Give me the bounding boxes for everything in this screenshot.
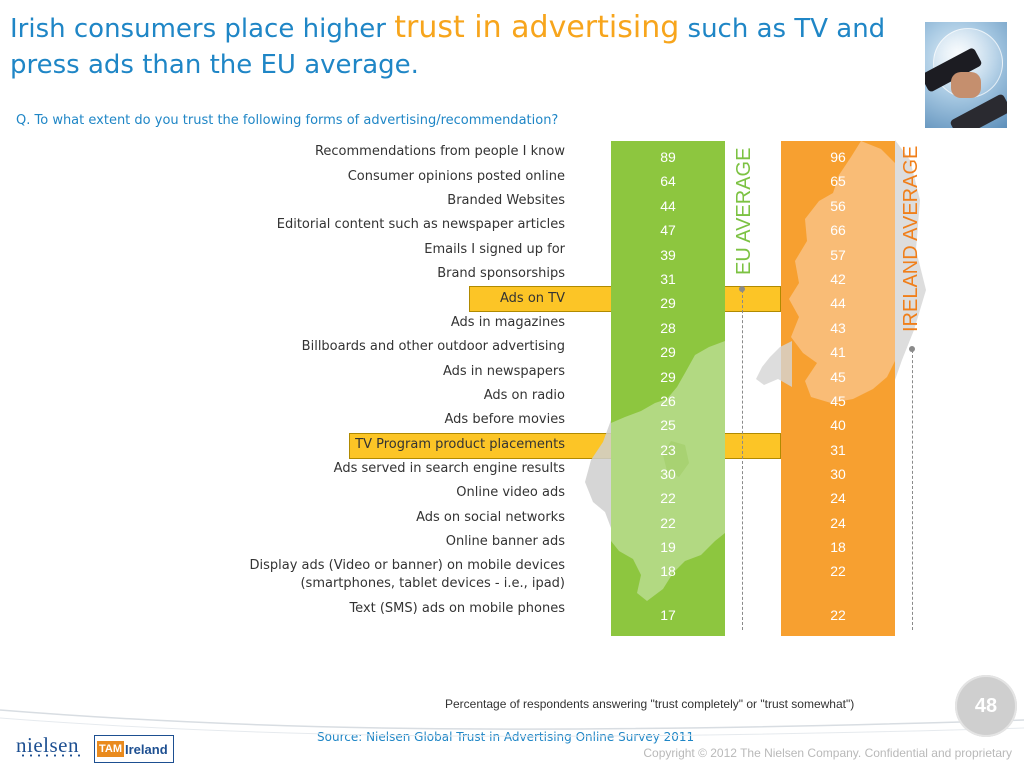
eu-value-17: 18 xyxy=(660,563,676,579)
ireland-value-10: 45 xyxy=(830,393,846,409)
eu-average-label: EU AVERAGE xyxy=(733,147,755,275)
ireland-value-9: 45 xyxy=(830,369,846,385)
eu-value-7: 28 xyxy=(660,320,676,336)
ireland-value-13: 30 xyxy=(830,466,846,482)
eu-value-8: 29 xyxy=(660,344,676,360)
eu-average-dashed-line xyxy=(742,290,743,630)
ireland-value-15: 24 xyxy=(830,515,846,531)
hands-shape xyxy=(951,72,981,98)
category-label-ads-before-movies: Ads before movies xyxy=(444,412,566,427)
eu-value-18: 17 xyxy=(660,607,676,623)
category-label-tv-program-product-placements: TV Program product placements xyxy=(355,437,565,452)
ireland-value-3: 66 xyxy=(830,222,846,238)
ireland-value-14: 24 xyxy=(830,490,846,506)
ireland-value-16: 18 xyxy=(830,539,846,555)
category-label-ads-on-radio: Ads on radio xyxy=(483,388,565,403)
category-label-ads-served-in-search-engine-results: Ads served in search engine results xyxy=(333,461,565,476)
eu-value-14: 22 xyxy=(660,490,676,506)
right-arm-shape xyxy=(949,93,1007,128)
eu-value-11: 25 xyxy=(660,417,676,433)
category-label-billboards-and-other-outdoor-advertising: Billboards and other outdoor advertising xyxy=(301,339,565,354)
eu-value-2: 44 xyxy=(660,198,676,214)
eu-value-6: 29 xyxy=(660,295,676,311)
nielsen-logo-dots xyxy=(19,754,81,757)
category-label-ads-in-magazines: Ads in magazines xyxy=(450,315,565,330)
ireland-value-12: 31 xyxy=(830,442,846,458)
eu-value-1: 64 xyxy=(660,173,676,189)
title-part-1: Irish consumers place higher xyxy=(10,14,395,44)
eu-value-0: 89 xyxy=(660,149,676,165)
chart-footnote: Percentage of respondents answering "tru… xyxy=(445,697,855,711)
title-highlight: trust in advertising xyxy=(394,10,680,45)
category-label-ads-on-social-networks: Ads on social networks xyxy=(416,510,565,525)
ireland-average-label: IRELAND AVERAGE xyxy=(900,145,922,332)
category-label-consumer-opinions-posted-online: Consumer opinions posted online xyxy=(347,169,565,184)
ireland-value-5: 42 xyxy=(830,271,846,287)
eu-value-5: 31 xyxy=(660,271,676,287)
page-number-badge: 48 xyxy=(955,675,1017,737)
category-label-ads-on-tv: Ads on TV xyxy=(500,291,565,306)
eu-value-4: 39 xyxy=(660,247,676,263)
copyright-text: Copyright © 2012 The Nielsen Company. Co… xyxy=(643,746,1012,760)
category-label-online-banner-ads: Online banner ads xyxy=(445,534,565,549)
ireland-value-7: 43 xyxy=(830,320,846,336)
slide-title: Irish consumers place higher trust in ad… xyxy=(10,8,890,82)
nielsen-logo: nielsen xyxy=(16,733,79,757)
ireland-value-11: 40 xyxy=(830,417,846,433)
ireland-value-17: 22 xyxy=(830,563,846,579)
category-label-brand-sponsorships: Brand sponsorships xyxy=(437,266,565,281)
handshake-globe-image xyxy=(925,22,1007,128)
category-label-text-sms-ads-on-mobile-phones: Text (SMS) ads on mobile phones xyxy=(349,601,565,616)
eu-value-13: 30 xyxy=(660,466,676,482)
ireland-value-18: 22 xyxy=(830,607,846,623)
ireland-value-0: 96 xyxy=(830,149,846,165)
category-label-emails-i-signed-up-for: Emails I signed up for xyxy=(424,242,565,257)
ireland-value-6: 44 xyxy=(830,295,846,311)
ireland-value-8: 41 xyxy=(830,344,846,360)
ireland-average-dashed-line xyxy=(912,350,913,630)
source-note: Source: Nielsen Global Trust in Advertis… xyxy=(317,730,695,744)
survey-question: Q. To what extent do you trust the follo… xyxy=(16,113,559,128)
title-part-2: such as TV and press ads than the EU ave… xyxy=(10,14,886,80)
ireland-value-2: 56 xyxy=(830,198,846,214)
ireland-average-line-marker xyxy=(909,346,915,352)
category-label-recommendations-from-people-i-know: Recommendations from people I know xyxy=(314,144,565,159)
ireland-logo-part: Ireland xyxy=(125,741,168,757)
category-label-branded-websites: Branded Websites xyxy=(447,193,565,208)
eu-value-12: 23 xyxy=(660,442,676,458)
eu-value-10: 26 xyxy=(660,393,676,409)
category-label-online-video-ads: Online video ads xyxy=(456,485,565,500)
category-label-ads-in-newspapers: Ads in newspapers xyxy=(442,364,565,379)
eu-value-9: 29 xyxy=(660,369,676,385)
eu-value-16: 19 xyxy=(660,539,676,555)
eu-average-line-marker xyxy=(739,286,745,292)
eu-value-15: 22 xyxy=(660,515,676,531)
tam-ireland-logo: TAM Ireland xyxy=(94,735,174,763)
tam-logo-part: TAM xyxy=(97,741,125,757)
ireland-value-4: 57 xyxy=(830,247,846,263)
category-label-display-ads-video-or-banner-on-mobile-de: Display ads (Video or banner) on mobile … xyxy=(249,558,566,591)
category-label-editorial-content-such-as-newspaper-arti: Editorial content such as newspaper arti… xyxy=(276,217,565,232)
ireland-value-1: 65 xyxy=(830,173,846,189)
eu-value-3: 47 xyxy=(660,222,676,238)
